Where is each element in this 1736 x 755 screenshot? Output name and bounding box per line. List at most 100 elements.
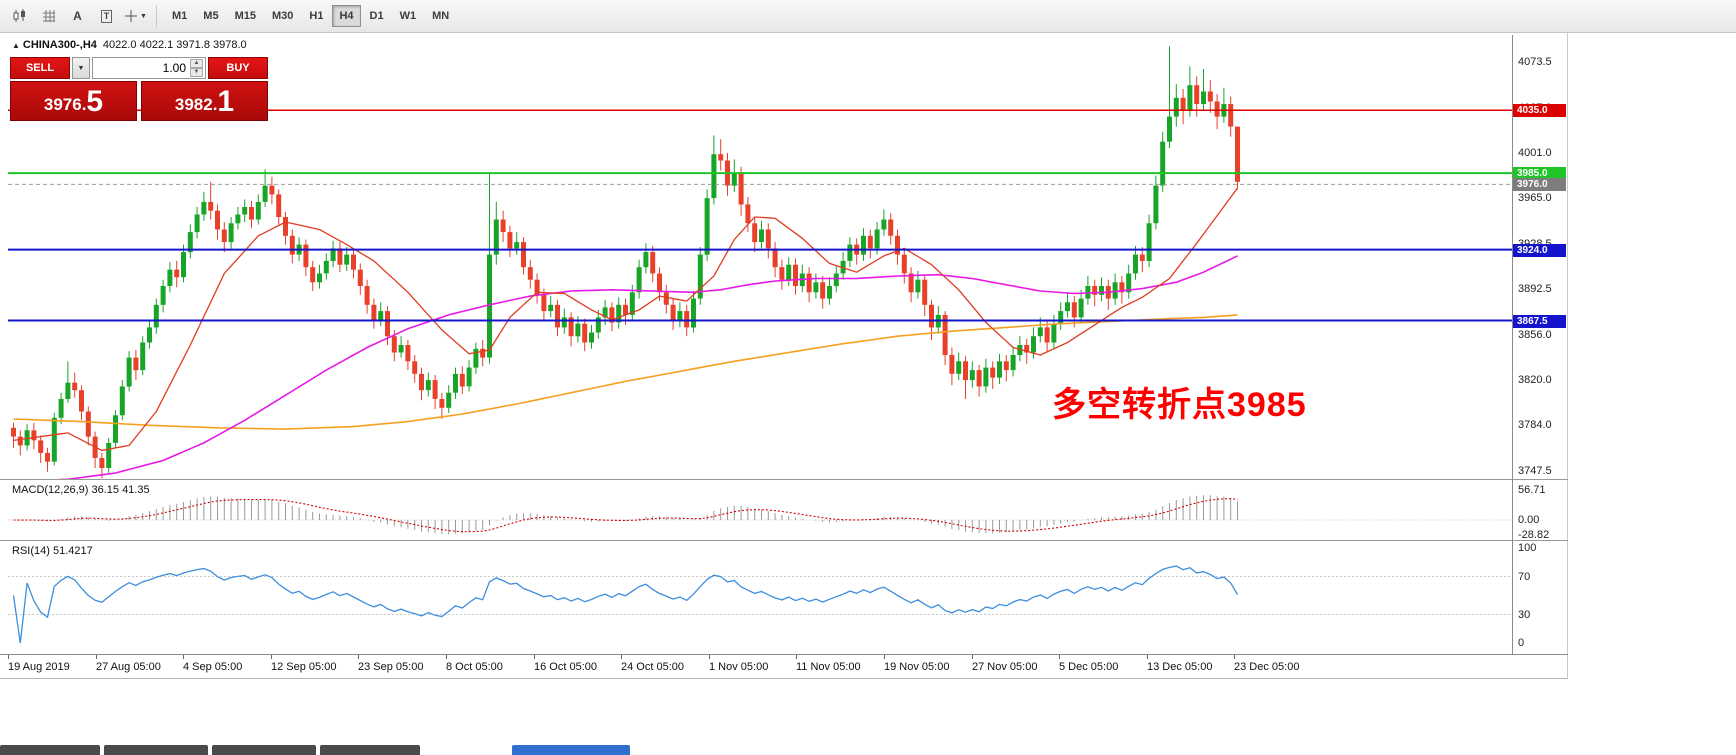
rsi-panel[interactable] xyxy=(8,541,1512,654)
taskbar-item[interactable] xyxy=(512,745,630,755)
timeframe-button-M5[interactable]: M5 xyxy=(203,10,219,22)
time-tick xyxy=(534,655,535,659)
buy-button[interactable]: BUY xyxy=(208,57,268,79)
rsi-label: RSI(14) 51.4217 xyxy=(12,545,93,557)
taskbar-item[interactable] xyxy=(212,745,316,755)
chart-annotation[interactable]: 多空转折点3985 xyxy=(1052,386,1307,424)
time-tick xyxy=(884,655,885,659)
price-axis-label: 3784.0 xyxy=(1518,419,1552,431)
price-tag: 3985.0 xyxy=(1513,167,1566,180)
template-tool-icon[interactable]: T xyxy=(93,4,120,28)
taskbar xyxy=(0,745,1736,755)
time-axis-label: 4 Sep 05:00 xyxy=(183,661,243,673)
time-axis-label: 19 Aug 2019 xyxy=(8,661,70,673)
macd-label: MACD(12,26,9) 36.15 41.35 xyxy=(12,484,150,496)
crosshair-tool-icon[interactable]: ▼ xyxy=(122,4,149,28)
buy-price-display[interactable]: 3982. 1 xyxy=(141,81,268,121)
grid-glyph xyxy=(42,10,55,22)
price-axis-label: 3856.0 xyxy=(1518,329,1552,341)
one-click-trading-panel: SELL ▼ 1.00 ▲ ▼ BUY 3976. 5 3982. 1 xyxy=(10,57,268,121)
timeframe-button-MN[interactable]: MN xyxy=(432,10,450,22)
macd-values: 36.15 41.35 xyxy=(91,484,150,496)
timeframe-button-H1[interactable]: H1 xyxy=(309,10,324,22)
grid-icon[interactable] xyxy=(35,4,62,28)
time-tick xyxy=(183,655,184,659)
price-tag: 3924.0 xyxy=(1513,244,1566,257)
spinner-up-icon[interactable]: ▲ xyxy=(190,59,203,68)
time-tick xyxy=(8,655,9,659)
macd-axis-label: -28.82 xyxy=(1518,529,1550,541)
price-axis-label: 3747.5 xyxy=(1518,465,1552,477)
macd-axis-label: 0.00 xyxy=(1518,514,1540,526)
time-axis-label: 23 Dec 05:00 xyxy=(1234,661,1300,673)
price-axis[interactable]: 4073.54037.04001.03965.03928.53892.53856… xyxy=(1512,35,1568,654)
time-axis-label: 5 Dec 05:00 xyxy=(1059,661,1119,673)
chart-symbol-period: CHINA300-,H4 xyxy=(22,39,97,51)
taskbar-item[interactable] xyxy=(104,745,208,755)
price-axis-label: 3820.0 xyxy=(1518,374,1552,386)
time-tick xyxy=(96,655,97,659)
sell-button[interactable]: SELL xyxy=(10,57,70,79)
time-axis-label: 12 Sep 05:00 xyxy=(271,661,337,673)
price-tag: 3976.0 xyxy=(1513,178,1566,191)
time-axis-label: 27 Aug 05:00 xyxy=(96,661,161,673)
price-chart[interactable] xyxy=(8,35,1512,479)
price-tag: 3867.5 xyxy=(1513,315,1566,328)
timeframe-button-D1[interactable]: D1 xyxy=(369,10,384,22)
template-tool-glyph: T xyxy=(100,9,113,23)
order-type-dropdown[interactable]: ▼ xyxy=(72,57,90,79)
taskbar-item[interactable] xyxy=(320,745,420,755)
time-axis-label: 1 Nov 05:00 xyxy=(709,661,769,673)
time-axis-label: 8 Oct 05:00 xyxy=(446,661,503,673)
text-tool-glyph: A xyxy=(73,9,82,23)
chart-window[interactable]: ▲ CHINA300-,H4 4022.0 4022.1 3971.8 3978.0… xyxy=(0,33,1568,679)
chevron-down-icon: ▼ xyxy=(77,64,85,72)
price-axis-label: 4073.5 xyxy=(1518,56,1552,68)
text-tool-icon[interactable]: A xyxy=(64,4,91,28)
buy-price-main: 3982. xyxy=(174,95,218,114)
timeframe-button-M15[interactable]: M15 xyxy=(234,10,256,22)
price-tag: 4035.0 xyxy=(1513,104,1566,117)
chart-ohlc-values: 4022.0 4022.1 3971.8 3978.0 xyxy=(102,39,247,51)
timeframe-button-M30[interactable]: M30 xyxy=(271,10,294,22)
time-tick xyxy=(358,655,359,659)
panel-separator xyxy=(0,540,1568,541)
volume-input[interactable]: 1.00 ▲ ▼ xyxy=(92,57,206,79)
toolbar: A T ▼ M1 M5 M15 M30 H1 H4 D1 W1 MN xyxy=(0,0,1736,33)
time-tick xyxy=(621,655,622,659)
sell-price-pip: 5 xyxy=(86,85,104,118)
price-axis-label: 3892.5 xyxy=(1518,283,1552,295)
chart-title: ▲ CHINA300-,H4 4022.0 4022.1 3971.8 3978.0 xyxy=(12,39,247,51)
rsi-value: 51.4217 xyxy=(52,545,93,557)
chevron-down-icon: ▼ xyxy=(140,12,147,20)
time-tick xyxy=(271,655,272,659)
sell-price-display[interactable]: 3976. 5 xyxy=(10,81,137,121)
time-axis-label: 13 Dec 05:00 xyxy=(1147,661,1213,673)
timeframe-buttons: M1 M5 M15 M30 H1 H4 D1 W1 MN xyxy=(164,5,457,27)
rsi-name: RSI(14) xyxy=(12,545,50,557)
time-axis-label: 19 Nov 05:00 xyxy=(884,661,950,673)
chart-marker-icon: ▲ xyxy=(12,41,20,50)
volume-spinner: ▲ ▼ xyxy=(190,59,203,77)
time-tick xyxy=(1147,655,1148,659)
macd-panel[interactable] xyxy=(8,480,1512,539)
taskbar-item[interactable] xyxy=(0,745,100,755)
time-tick xyxy=(1234,655,1235,659)
price-axis-label: 3965.0 xyxy=(1518,192,1552,204)
rsi-axis-label: 30 xyxy=(1518,609,1531,621)
time-tick xyxy=(709,655,710,659)
rsi-axis-label: 100 xyxy=(1518,542,1537,554)
timeframe-button-W1[interactable]: W1 xyxy=(399,10,417,22)
time-axis[interactable]: 19 Aug 2019 27 Aug 05:00 4 Sep 05:00 12 Sep… xyxy=(0,654,1568,678)
toolbar-separator xyxy=(156,5,157,27)
candlestick-glyph xyxy=(13,9,25,22)
spinner-down-icon[interactable]: ▼ xyxy=(190,68,203,77)
macd-axis-label: 56.71 xyxy=(1518,484,1546,496)
time-axis-label: 24 Oct 05:00 xyxy=(621,661,684,673)
timeframe-button-M1[interactable]: M1 xyxy=(172,10,188,22)
time-tick xyxy=(972,655,973,659)
candlestick-chart-icon[interactable] xyxy=(6,4,33,28)
timeframe-button-H4[interactable]: H4 xyxy=(332,5,361,27)
time-axis-label: 23 Sep 05:00 xyxy=(358,661,424,673)
rsi-axis-label: 0 xyxy=(1518,637,1525,649)
